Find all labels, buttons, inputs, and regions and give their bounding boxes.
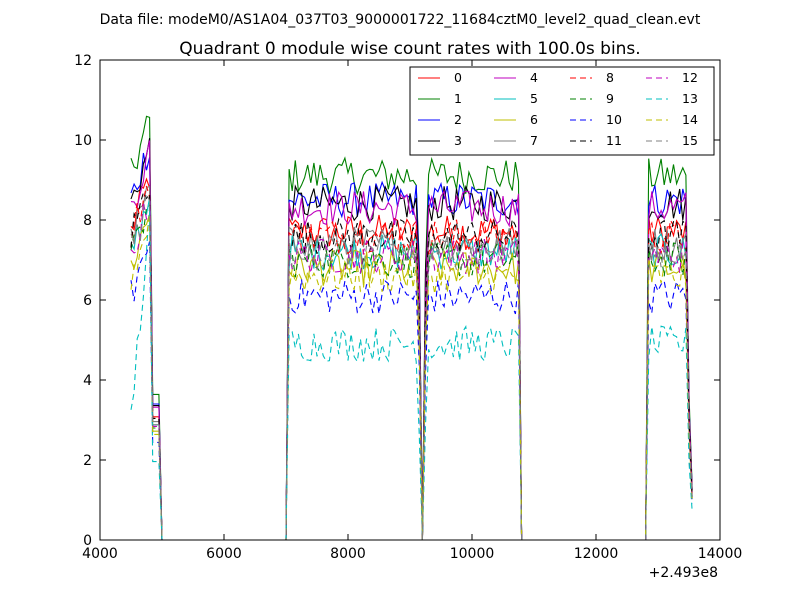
legend-label-2: 2 (454, 112, 462, 127)
x-tick-label: 14000 (698, 546, 743, 562)
legend-label-13: 13 (682, 91, 698, 106)
x-offset-label: +2.493e8 (649, 565, 718, 581)
legend-label-3: 3 (454, 133, 462, 148)
legend-label-4: 4 (530, 70, 538, 85)
y-tick-label: 10 (74, 133, 92, 149)
series-line-13 (130, 205, 693, 540)
legend-label-15: 15 (682, 133, 698, 148)
series-line-9 (130, 204, 693, 540)
legend-label-8: 8 (606, 70, 614, 85)
x-tick-label: 10000 (450, 546, 495, 562)
x-tick-label: 4000 (82, 546, 118, 562)
legend-label-6: 6 (530, 112, 538, 127)
legend-label-5: 5 (530, 91, 538, 106)
series-line-7 (130, 185, 693, 540)
series-line-11 (130, 191, 693, 540)
legend-label-0: 0 (454, 70, 462, 85)
series-line-1 (130, 115, 693, 540)
series-line-3 (130, 138, 693, 540)
legend-label-14: 14 (682, 112, 698, 127)
chart-title: Quadrant 0 module wise count rates with … (179, 39, 640, 59)
y-tick-label: 2 (83, 453, 92, 469)
series-line-15 (130, 192, 693, 540)
y-tick-label: 6 (83, 293, 92, 309)
legend-label-11: 11 (606, 133, 622, 148)
y-tick-label: 0 (83, 533, 92, 549)
y-tick-label: 12 (74, 53, 92, 69)
x-tick-label: 12000 (574, 546, 619, 562)
y-tick-label: 4 (83, 373, 92, 389)
legend-frame (409, 66, 715, 156)
legend-label-10: 10 (606, 112, 622, 127)
figure-suptitle: Data file: modeM0/AS1A04_037T03_90000017… (100, 12, 701, 28)
legend-label-9: 9 (606, 91, 614, 106)
series-line-4 (130, 140, 693, 540)
legend-label-7: 7 (530, 133, 538, 148)
series-line-14 (130, 213, 693, 540)
x-tick-label: 6000 (206, 546, 242, 562)
x-tick-label: 8000 (330, 546, 366, 562)
legend-label-1: 1 (454, 91, 462, 106)
series-layer (130, 115, 693, 540)
y-tick-label: 8 (83, 213, 92, 229)
legend-label-12: 12 (682, 70, 698, 85)
series-line-2 (130, 152, 693, 540)
